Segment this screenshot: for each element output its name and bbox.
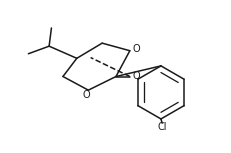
Text: O: O [132,71,140,81]
Text: O: O [132,44,140,54]
Text: Cl: Cl [157,121,166,132]
Text: O: O [82,90,89,100]
